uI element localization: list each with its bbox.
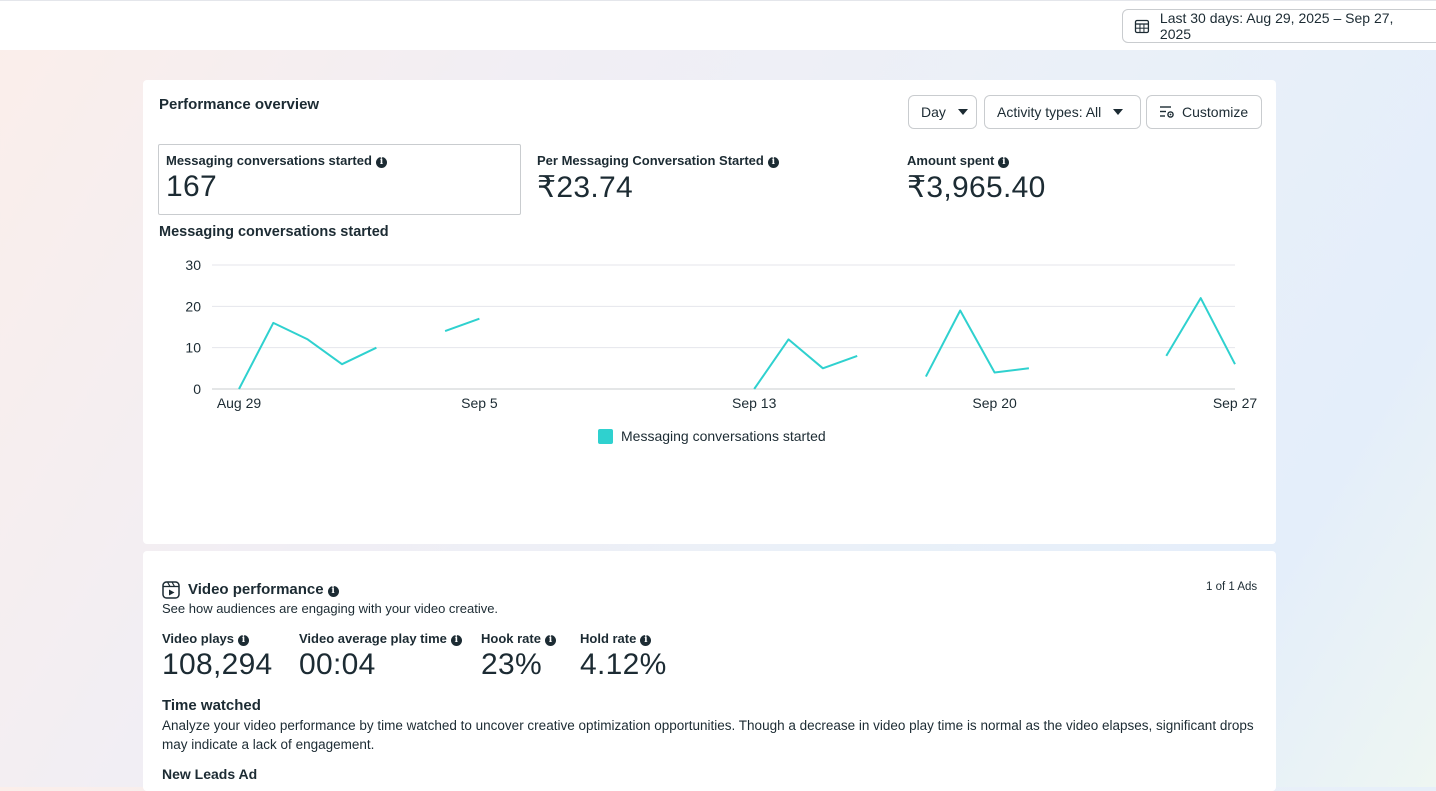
metric-value: 00:04: [299, 648, 376, 681]
metric-amount-spent[interactable]: Amount spent i ₹3,965.40: [907, 153, 1046, 205]
video-performance-title-text: Video performance: [188, 581, 324, 598]
series-line-segment[interactable]: [925, 309, 1030, 378]
metric-value: ₹3,965.40: [907, 171, 1046, 204]
chevron-down-icon: [957, 109, 968, 115]
chart-legend[interactable]: Messaging conversations started: [598, 428, 826, 444]
info-icon[interactable]: i: [767, 157, 779, 168]
performance-overview-card: [143, 80, 1276, 544]
video-performance-subtitle: See how audiences are engaging with your…: [162, 601, 499, 616]
metric-label: Per Messaging Conversation Started: [537, 153, 764, 168]
time-watched-description: Analyze your video performance by time w…: [162, 718, 1254, 752]
x-tick-label: Sep 13: [732, 395, 777, 411]
legend-swatch: [598, 428, 613, 444]
line-chart: 30 20 10 0 Aug 29 Sep 5 Sep 13 Sep 20 Sep 27: [185, 257, 1258, 411]
series-line-segment[interactable]: [753, 338, 858, 390]
calendar-icon: [1134, 19, 1150, 34]
series-line-segment[interactable]: [1165, 297, 1236, 365]
metric-label: Video average play time: [299, 631, 447, 646]
info-icon[interactable]: i: [998, 157, 1010, 168]
metric-label: Hold rate: [580, 631, 637, 646]
info-icon[interactable]: i: [327, 586, 339, 597]
video-performance-title: Video performance i: [188, 581, 339, 598]
chart-title: Messaging conversations started: [159, 224, 389, 240]
metric-avg-play-time[interactable]: Video average play time i 00:04: [299, 631, 462, 682]
metric-value: ₹23.74: [537, 171, 633, 204]
series-line-segment[interactable]: [238, 321, 377, 390]
x-tick-label: Sep 27: [1213, 395, 1258, 411]
info-icon[interactable]: i: [450, 635, 462, 646]
performance-overview-title: Performance overview: [159, 96, 320, 113]
ads-count: 1 of 1 Ads: [1206, 581, 1258, 593]
metric-label: Hook rate: [481, 631, 541, 646]
video-icon: [162, 581, 180, 599]
info-icon[interactable]: i: [640, 635, 652, 646]
y-tick-label: 0: [193, 381, 201, 397]
granularity-dropdown[interactable]: Day: [908, 95, 977, 129]
y-tick-label: 20: [185, 298, 201, 314]
granularity-label: Day: [921, 104, 946, 120]
time-watched-title: Time watched: [162, 697, 261, 714]
x-tick-label: Sep 5: [461, 395, 498, 411]
legend-label: Messaging conversations started: [621, 428, 826, 444]
metric-video-plays[interactable]: Video plays i 108,294: [162, 631, 273, 682]
y-tick-label: 10: [185, 340, 201, 356]
x-tick-label: Aug 29: [217, 395, 262, 411]
metric-value: 23%: [481, 648, 542, 681]
metric-hook-rate[interactable]: Hook rate i 23%: [481, 631, 556, 682]
chevron-down-icon: [1113, 109, 1124, 115]
info-icon[interactable]: i: [544, 635, 556, 646]
customize-icon: [1160, 106, 1174, 118]
series-line-segment[interactable]: [444, 317, 480, 333]
metric-cost-per-conversation[interactable]: Per Messaging Conversation Started i ₹23.…: [537, 153, 779, 205]
date-range-picker[interactable]: Last 30 days: Aug 29, 2025 – Sep 27, 202…: [1122, 9, 1436, 43]
x-tick-label: Sep 20: [972, 395, 1017, 411]
metric-label: Messaging conversations started: [166, 153, 372, 168]
metric-value: 108,294: [162, 648, 273, 681]
y-tick-label: 30: [185, 257, 201, 273]
customize-label: Customize: [1182, 104, 1249, 120]
metric-messaging-conversations[interactable]: Messaging conversations started i 167: [158, 144, 521, 215]
activity-types-dropdown[interactable]: Activity types: All: [984, 95, 1141, 129]
top-bar: Last 30 days: Aug 29, 2025 – Sep 27, 202…: [0, 0, 1436, 50]
activity-types-label: Activity types: All: [997, 104, 1102, 120]
info-icon[interactable]: i: [375, 157, 387, 168]
metric-value: 167: [166, 170, 217, 203]
customize-button[interactable]: Customize: [1146, 95, 1262, 129]
metric-label: Amount spent: [907, 153, 995, 168]
ad-name: New Leads Ad: [162, 766, 258, 782]
info-icon[interactable]: i: [238, 635, 250, 646]
metric-value: 4.12%: [580, 648, 667, 681]
date-range-label: Last 30 days: Aug 29, 2025 – Sep 27, 202…: [1159, 10, 1394, 42]
metric-hold-rate[interactable]: Hold rate i 4.12%: [580, 631, 667, 682]
metric-label: Video plays: [162, 631, 235, 646]
